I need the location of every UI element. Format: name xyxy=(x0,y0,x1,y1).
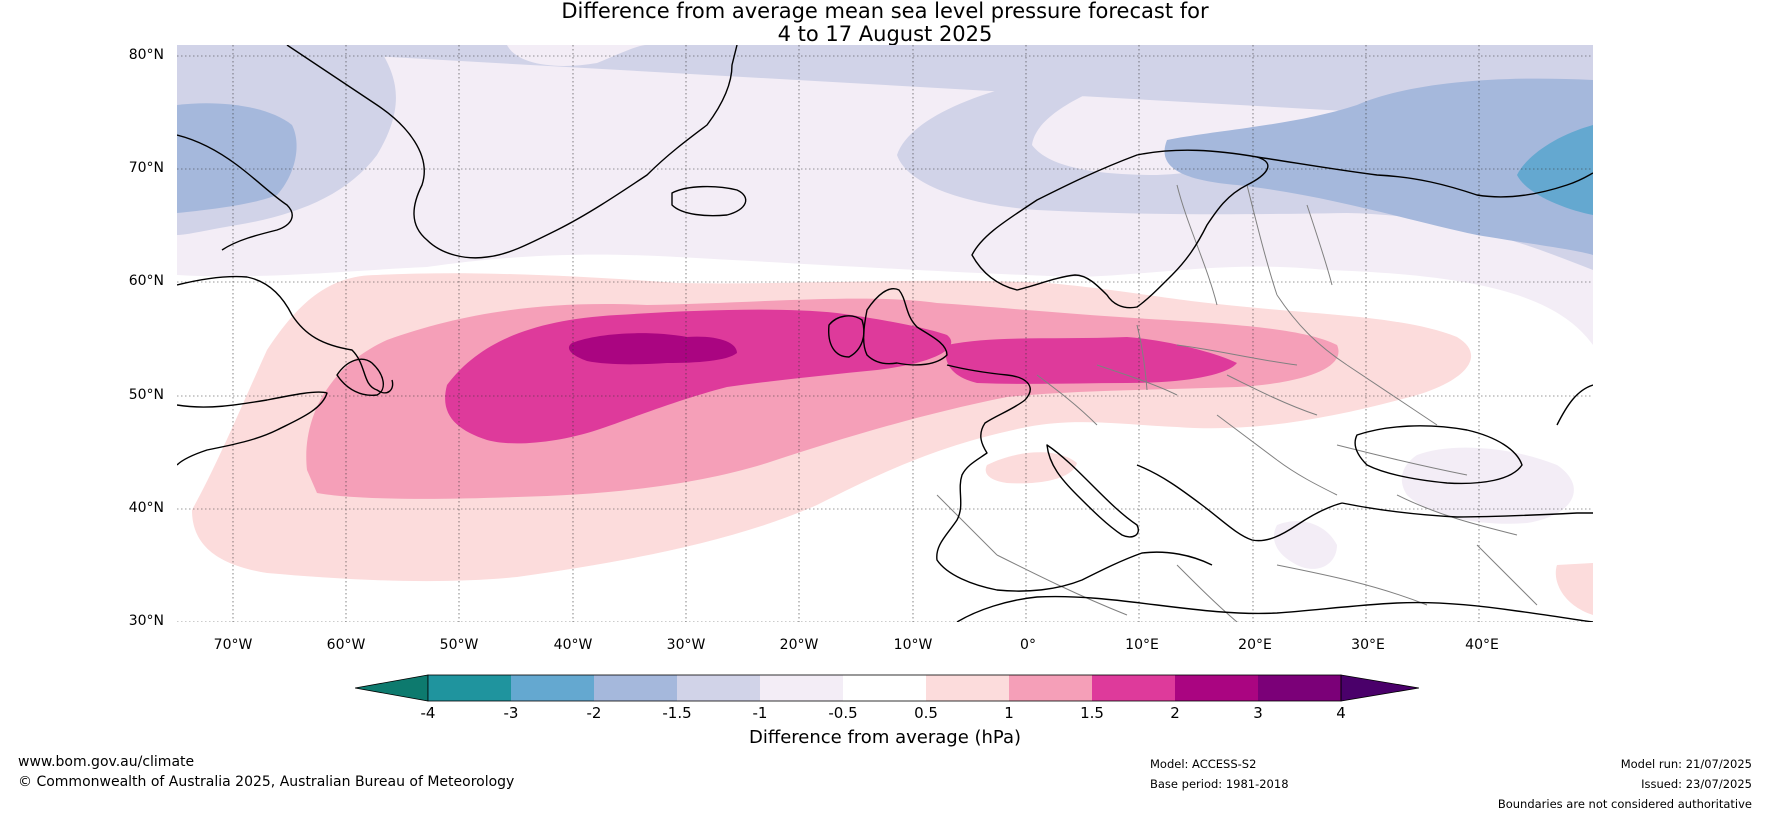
turkey-coast xyxy=(1341,502,1593,518)
colorbar-extend-low xyxy=(354,674,429,702)
colorbar-tick-4: 4 xyxy=(1336,704,1346,722)
anomaly-negative-1-5-west xyxy=(177,103,297,213)
colorbar-tick--1: -1 xyxy=(752,704,768,722)
footer-base-period: Base period: 1981-2018 xyxy=(1150,777,1289,791)
caspian-coast xyxy=(1556,384,1593,426)
colorbar-swatch-8 xyxy=(1009,675,1092,701)
colorbar-tick--1-5: -1.5 xyxy=(662,704,692,722)
lat-label-60n: 60°N xyxy=(128,273,164,289)
colorbar-swatch-11 xyxy=(1258,675,1341,701)
black-sea-coast xyxy=(1354,425,1523,485)
anomaly-negative-1-5-east xyxy=(1164,78,1593,255)
lon-label-30w: 30°W xyxy=(666,637,706,653)
colorbar-swatches xyxy=(354,674,1420,702)
scandinavia-coast xyxy=(971,149,1269,309)
colorbar-tick--2: -2 xyxy=(586,704,602,722)
lon-label-20w: 20°W xyxy=(779,637,819,653)
colorbar-tick-1: 1 xyxy=(1004,704,1014,722)
footer-issued: Issued: 23/07/2025 xyxy=(1641,777,1752,791)
north-africa-coast xyxy=(956,595,1593,622)
anomaly-negative-0-5-crete xyxy=(1273,521,1337,569)
colorbar-swatch-2 xyxy=(511,675,594,701)
anomaly-negative-0-5 xyxy=(177,45,1593,345)
russia-north-coast xyxy=(1256,156,1593,198)
footer-website-link[interactable]: www.bom.gov.au/climate xyxy=(18,754,195,770)
lon-label-10e: 10°E xyxy=(1125,637,1159,653)
balkans-coast xyxy=(1136,464,1343,542)
footer-disclaimer: Boundaries are not considered authoritat… xyxy=(1497,797,1752,811)
lat-label-80n: 80°N xyxy=(128,47,164,63)
colorbar-swatch-4 xyxy=(677,675,760,701)
map-title: Difference from average mean sea level p… xyxy=(0,0,1770,46)
iceland-coast xyxy=(671,185,747,217)
anomaly-positive-0-5-italy xyxy=(985,452,1077,484)
canada-coast xyxy=(177,275,394,394)
italy-coast xyxy=(1046,444,1139,538)
colorbar-tick-3: 3 xyxy=(1253,704,1263,722)
british-isles-coast xyxy=(862,288,948,366)
colorbar-swatch-9 xyxy=(1092,675,1175,701)
colorbar-swatch-1 xyxy=(428,675,511,701)
colorbar xyxy=(354,673,1420,707)
colorbar-tick--4: -4 xyxy=(420,704,436,722)
colorbar-swatch-5 xyxy=(760,675,843,701)
graticule xyxy=(177,45,1593,622)
colorbar-swatch-3 xyxy=(594,675,677,701)
title-line-2: 4 to 17 August 2025 xyxy=(777,22,993,46)
anomaly-negative-0-5-balkans xyxy=(1401,447,1574,524)
lon-label-0: 0° xyxy=(1020,637,1036,653)
anomaly-positive-1-5 xyxy=(445,309,952,444)
lat-label-50n: 50°N xyxy=(128,387,164,403)
lon-label-50w: 50°W xyxy=(439,637,479,653)
colorbar-extend-high xyxy=(1340,674,1420,702)
lon-label-40w: 40°W xyxy=(553,637,593,653)
anomaly-positive-1-5-europe xyxy=(945,337,1237,384)
lon-label-30e: 30°E xyxy=(1351,637,1385,653)
coastlines xyxy=(177,45,1593,622)
west-europe-coast xyxy=(936,364,1213,592)
anomaly-negative-2 xyxy=(1517,125,1593,215)
colorbar-swatch-7 xyxy=(926,675,1009,701)
greenland-coast xyxy=(286,45,738,259)
lon-label-40e: 40°E xyxy=(1465,637,1499,653)
baffin-coast xyxy=(177,134,293,251)
newfoundland-coast xyxy=(336,358,384,397)
colorbar-tick-2: 2 xyxy=(1170,704,1180,722)
title-line-1: Difference from average mean sea level p… xyxy=(561,0,1209,23)
footer-model: Model: ACCESS-S2 xyxy=(1150,757,1257,771)
footer-copyright: © Commonwealth of Australia 2025, Austra… xyxy=(18,774,515,790)
lon-label-60w: 60°W xyxy=(326,637,366,653)
anomaly-positive-0-5-east xyxy=(1555,563,1593,615)
pressure-anomaly-map xyxy=(177,45,1593,622)
country-borders xyxy=(936,184,1538,622)
lat-label-40n: 40°N xyxy=(128,500,164,516)
colorbar-tick-0-5: 0.5 xyxy=(914,704,938,722)
anomaly-negative-1 xyxy=(177,45,1593,270)
colorbar-title: Difference from average (hPa) xyxy=(748,727,1022,748)
lon-label-10w: 10°W xyxy=(893,637,933,653)
colorbar-tick--3: -3 xyxy=(503,704,519,722)
colorbar-swatch-10 xyxy=(1175,675,1258,701)
nova-scotia-coast xyxy=(177,391,328,466)
lon-label-70w: 70°W xyxy=(213,637,253,653)
footer-model-run: Model run: 21/07/2025 xyxy=(1620,757,1752,771)
colorbar-tick--0-5: -0.5 xyxy=(828,704,858,722)
anomaly-positive-2 xyxy=(568,333,737,365)
ireland-coast xyxy=(828,315,865,358)
map-panel xyxy=(177,45,1593,622)
lon-label-20e: 20°E xyxy=(1238,637,1272,653)
lat-label-30n: 30°N xyxy=(128,613,164,629)
lat-label-70n: 70°N xyxy=(128,160,164,176)
colorbar-swatch-6 xyxy=(843,675,926,701)
colorbar-tick-1-5: 1.5 xyxy=(1080,704,1104,722)
